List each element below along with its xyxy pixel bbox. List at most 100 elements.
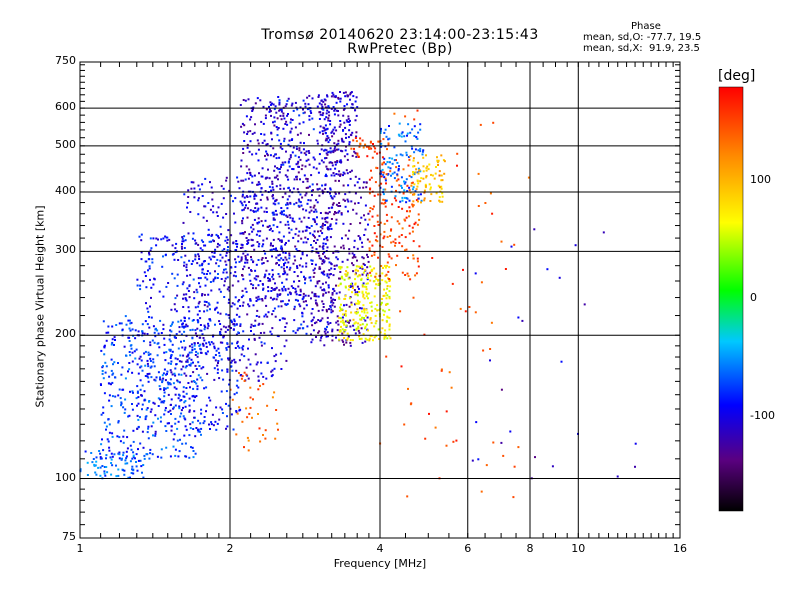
data-point (356, 106, 359, 109)
data-point (301, 196, 304, 199)
data-point (144, 275, 147, 277)
data-point (325, 116, 328, 119)
data-point (370, 274, 373, 277)
data-point (121, 328, 124, 331)
data-point (375, 320, 378, 323)
data-point (183, 247, 186, 249)
data-point (249, 279, 252, 282)
data-point (299, 193, 302, 196)
data-point (318, 102, 321, 105)
data-point (322, 272, 324, 275)
data-point (374, 314, 377, 317)
data-point (430, 173, 432, 176)
data-point (108, 449, 111, 452)
data-point (383, 264, 386, 267)
data-point (228, 189, 231, 192)
data-point (130, 472, 133, 474)
data-point (348, 297, 351, 300)
data-point (104, 371, 107, 374)
data-point (173, 386, 176, 389)
data-point (245, 373, 248, 376)
data-point (170, 425, 173, 428)
data-point (242, 147, 245, 150)
data-point (325, 165, 328, 168)
data-point (147, 310, 150, 313)
data-point (226, 370, 229, 373)
data-point (391, 157, 394, 160)
data-point (192, 387, 195, 390)
data-point (193, 291, 196, 294)
data-point (305, 192, 308, 195)
data-point (416, 257, 419, 260)
data-point (154, 335, 157, 338)
data-point (333, 109, 336, 112)
data-point (326, 239, 329, 242)
data-point (326, 135, 329, 138)
data-point (200, 433, 202, 436)
data-point (335, 109, 338, 112)
data-point (318, 131, 321, 134)
data-point (286, 169, 289, 172)
data-point (214, 323, 216, 326)
data-point (250, 283, 253, 286)
data-point (144, 364, 147, 367)
data-point (105, 331, 108, 334)
data-point (500, 388, 503, 391)
data-point (389, 337, 392, 340)
data-point (188, 317, 191, 320)
data-point (186, 201, 189, 204)
data-point (303, 111, 306, 114)
data-point (455, 439, 458, 442)
data-point (322, 132, 324, 135)
data-point (207, 322, 210, 325)
data-point (232, 328, 235, 331)
data-point (217, 360, 220, 362)
data-point (130, 321, 133, 324)
data-point (327, 119, 330, 122)
data-point (174, 247, 177, 250)
data-point (385, 273, 388, 276)
data-point (299, 178, 301, 181)
data-point (220, 202, 223, 205)
data-point (284, 289, 287, 292)
data-point (331, 310, 334, 313)
data-point (456, 152, 459, 155)
data-point (191, 446, 194, 449)
data-point (346, 273, 349, 276)
data-point (354, 332, 357, 335)
data-point (254, 353, 257, 356)
data-point (286, 202, 289, 205)
data-point (214, 354, 217, 356)
data-point (272, 218, 275, 221)
data-point (405, 201, 408, 204)
data-point (295, 175, 298, 178)
data-point (322, 294, 325, 297)
data-point (172, 407, 175, 410)
data-point (161, 265, 164, 268)
data-point (209, 181, 211, 184)
data-point (171, 244, 174, 247)
data-point (278, 319, 281, 322)
data-point (242, 252, 245, 255)
data-point (356, 294, 359, 297)
data-point (367, 223, 369, 226)
data-point (90, 452, 93, 454)
data-point (491, 212, 494, 215)
data-point (107, 382, 110, 385)
data-point (139, 379, 142, 382)
data-point (198, 365, 201, 367)
data-point (361, 310, 363, 313)
data-point (358, 300, 361, 303)
data-point (337, 114, 340, 117)
data-point (375, 235, 378, 238)
data-point (197, 305, 200, 308)
data-point (145, 453, 148, 456)
data-point (333, 195, 336, 198)
data-point (145, 260, 148, 263)
data-point (363, 297, 366, 300)
data-point (169, 357, 172, 359)
data-point (383, 313, 385, 316)
data-point (339, 173, 342, 176)
data-point (223, 248, 226, 251)
data-point (201, 294, 203, 297)
